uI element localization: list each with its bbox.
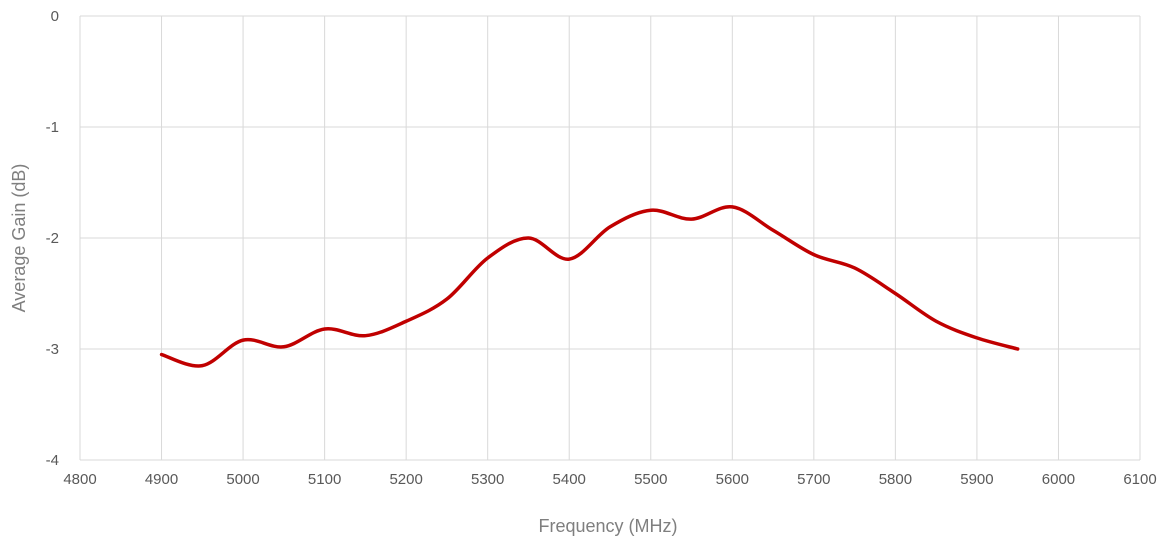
x-tick-label: 5700	[797, 471, 830, 488]
y-tick-label: -3	[46, 341, 59, 358]
x-tick-label: 5900	[960, 471, 993, 488]
gain-series-line	[159, 205, 1020, 368]
y-tick-label: -4	[46, 452, 59, 469]
x-tick-label: 4800	[63, 471, 96, 488]
x-axis-title: Frequency (MHz)	[538, 516, 677, 536]
x-tick-label: 5000	[226, 471, 259, 488]
x-tick-label: 5800	[879, 471, 912, 488]
x-tick-label: 5200	[389, 471, 422, 488]
x-tick-label: 5300	[471, 471, 504, 488]
x-tick-label: 5600	[716, 471, 749, 488]
series-lines	[159, 205, 1020, 368]
y-tick-label: -1	[46, 119, 59, 136]
x-tick-label: 6000	[1042, 471, 1075, 488]
x-tick-label: 5100	[308, 471, 341, 488]
y-axis-title: Average Gain (dB)	[9, 164, 29, 313]
gridlines	[79, 15, 1141, 461]
x-tick-label: 4900	[145, 471, 178, 488]
x-tick-label: 6100	[1123, 471, 1156, 488]
x-tick-label: 5400	[553, 471, 586, 488]
x-tick-label: 5500	[634, 471, 667, 488]
tick-labels: 4800 4900 5000 5100 5200 5300 5400 5500 5600 5700…	[46, 8, 1157, 488]
y-tick-label: -2	[46, 230, 59, 247]
y-tick-label: 0	[51, 8, 59, 25]
